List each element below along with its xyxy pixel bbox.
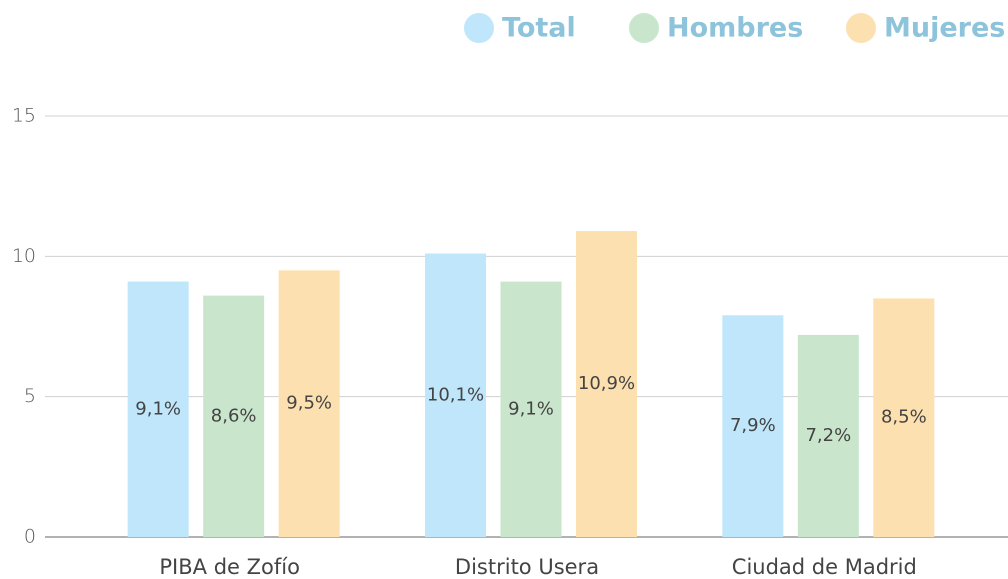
legend-label: Hombres	[667, 13, 803, 44]
value-label: 9,5%	[286, 393, 332, 414]
bar	[425, 253, 486, 537]
legend-label: Total	[502, 13, 576, 44]
value-label: 9,1%	[508, 398, 554, 419]
x-tick-label: PIBA de Zofío	[159, 555, 300, 579]
bar	[576, 231, 637, 537]
bar	[127, 281, 189, 537]
value-label: 7,2%	[805, 425, 851, 446]
bar	[500, 281, 562, 537]
value-label: 10,9%	[578, 373, 635, 394]
legend-label: Mujeres	[884, 13, 1005, 44]
value-label: 8,5%	[881, 407, 927, 428]
legend-swatch	[846, 13, 876, 43]
x-tick-label: Ciudad de Madrid	[732, 555, 917, 579]
y-tick-label: 10	[12, 245, 36, 267]
y-tick-label: 15	[12, 105, 36, 127]
bar	[873, 298, 935, 537]
value-label: 8,6%	[211, 405, 257, 426]
value-label: 10,1%	[427, 384, 484, 405]
value-label: 7,9%	[730, 415, 776, 436]
value-label: 9,1%	[135, 398, 181, 419]
bar	[797, 334, 859, 537]
bar	[722, 315, 784, 537]
x-tick-label: Distrito Usera	[455, 555, 599, 579]
legend-swatch	[464, 13, 494, 43]
y-tick-label: 5	[24, 385, 36, 407]
bar	[278, 270, 340, 537]
bar	[203, 295, 265, 537]
legend-swatch	[629, 13, 659, 43]
y-tick-label: 0	[24, 526, 36, 548]
